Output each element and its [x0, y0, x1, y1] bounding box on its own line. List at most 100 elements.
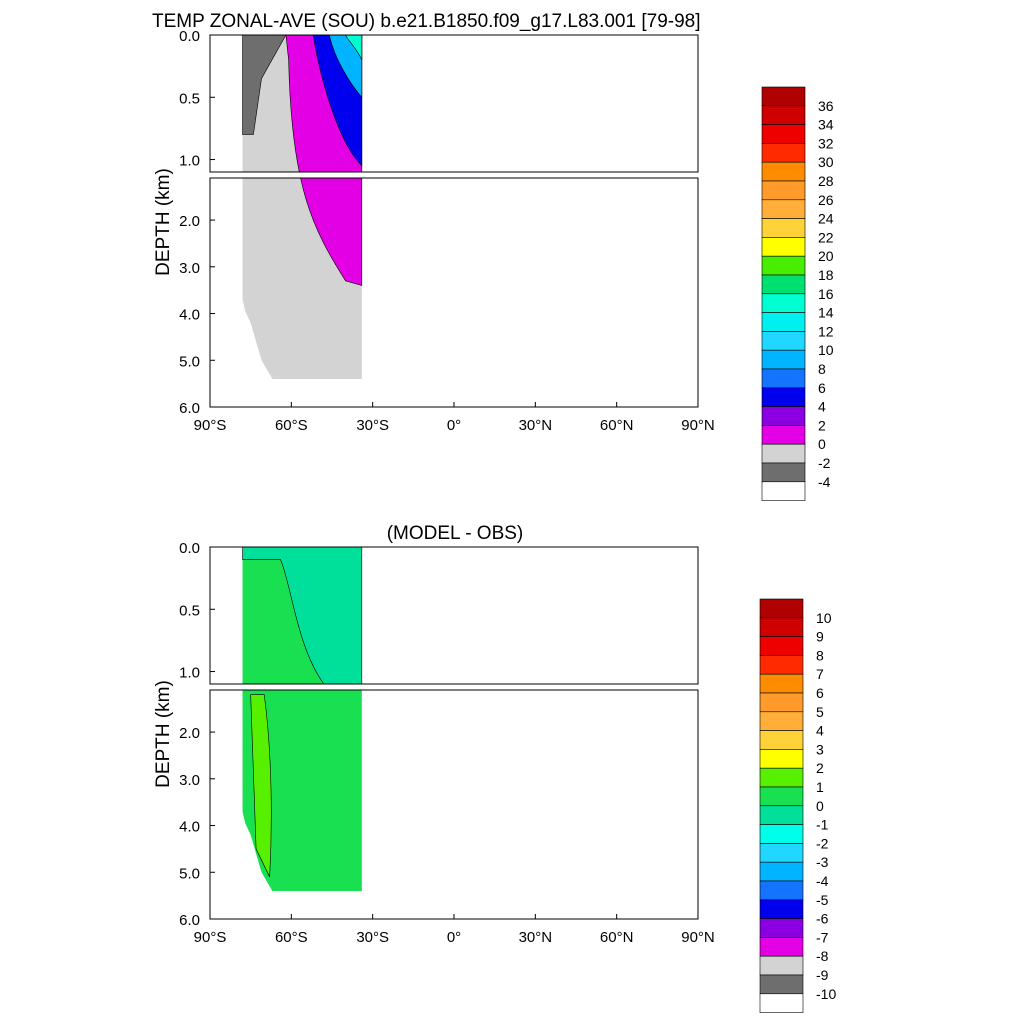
colorbar-swatch — [759, 767, 804, 788]
colorbar-label: -3 — [816, 854, 829, 870]
colorbar-label: -6 — [816, 911, 829, 927]
field-section-lower — [242, 690, 362, 891]
colorbar-label: -10 — [816, 986, 836, 1002]
x-tick-label: 90°N — [681, 929, 715, 946]
colorbar-swatch — [759, 617, 804, 637]
colorbar-label: 0 — [818, 436, 826, 452]
x-tick-label: 0° — [447, 417, 461, 434]
field-region-near_antarctica_surface — [242, 35, 287, 135]
colorbar-swatch — [761, 218, 806, 238]
field-region-mid_latitude_intermediate — [300, 178, 363, 286]
y-tick-label: 1.0 — [179, 153, 200, 170]
colorbar-swatch — [759, 861, 804, 882]
colorbar-swatch — [759, 673, 804, 694]
chart-title: (MODEL - OBS) — [387, 523, 524, 544]
colorbar-swatch — [761, 312, 806, 332]
colorbar-swatch — [761, 255, 806, 276]
colorbar-swatch — [761, 237, 806, 257]
colorbar-swatch — [759, 692, 804, 713]
colorbar-swatch — [759, 655, 804, 675]
colorbar-label: 8 — [816, 647, 824, 663]
colorbar-swatch — [761, 462, 806, 483]
colorbar-label: 16 — [818, 286, 834, 302]
colorbar-swatch — [759, 805, 804, 825]
colorbar-label: 14 — [818, 305, 834, 321]
x-tick-label: 60°S — [275, 417, 308, 434]
colorbar-swatch — [759, 974, 804, 995]
colorbar-label: -7 — [816, 929, 829, 945]
x-tick-label: 90°S — [194, 929, 227, 946]
colorbar-swatch — [759, 636, 804, 656]
plot-frame-upper — [209, 34, 699, 173]
colorbar-label: 9 — [816, 629, 824, 645]
y-tick-label: 3.0 — [179, 260, 200, 277]
y-tick-label: 1.0 — [179, 665, 200, 682]
colorbar-label: 1 — [816, 779, 824, 795]
colorbar-swatch — [761, 105, 806, 125]
colorbar-label: 6 — [816, 685, 824, 701]
colorbar-swatch — [761, 86, 806, 107]
x-tick-label: 60°N — [600, 417, 634, 434]
y-axis-label: DEPTH (km) — [153, 680, 174, 788]
colorbar-label: 6 — [818, 380, 826, 396]
colorbar-swatch — [759, 937, 804, 957]
colorbar-swatch — [761, 199, 806, 219]
colorbar-swatch — [759, 955, 804, 976]
colorbar-label: 28 — [818, 173, 834, 189]
colorbar-swatch — [761, 331, 806, 351]
colorbar-swatch — [759, 711, 804, 731]
colorbar-label: 12 — [818, 323, 834, 339]
colorbar-swatch — [761, 406, 806, 426]
colorbar-label: 18 — [818, 267, 834, 283]
x-tick-label: 30°N — [519, 929, 553, 946]
x-tick-label: 90°S — [194, 417, 227, 434]
colorbar-swatch — [761, 368, 806, 389]
colorbar-swatch — [759, 899, 804, 919]
colorbar-label: 4 — [816, 723, 824, 739]
colorbar-swatch — [759, 824, 804, 844]
colorbar-label: 20 — [818, 248, 834, 264]
colorbar-swatch — [761, 443, 806, 464]
colorbar-swatch — [761, 161, 806, 182]
colorbar-label: 36 — [818, 98, 834, 114]
colorbar-label: 10 — [818, 342, 834, 358]
colorbar-swatch — [761, 124, 806, 144]
y-axis-label: DEPTH (km) — [153, 168, 174, 276]
colorbar-swatch — [759, 843, 804, 863]
colorbar-swatch — [759, 598, 804, 619]
field-section-lower — [242, 178, 363, 379]
colorbar-label: 4 — [818, 399, 826, 415]
y-tick-label: 3.0 — [179, 772, 200, 789]
colorbar-swatch — [761, 387, 806, 407]
colorbar-label: 22 — [818, 229, 834, 245]
x-tick-label: 30°S — [356, 929, 389, 946]
y-tick-label: 6.0 — [179, 912, 200, 929]
x-tick-label: 30°S — [356, 417, 389, 434]
field-region-upper_ocean_north_edge — [345, 35, 363, 61]
x-tick-label: 60°N — [600, 929, 634, 946]
y-tick-label: 2.0 — [179, 725, 200, 742]
colorbar-label: 32 — [818, 135, 834, 151]
y-tick-label: 0.0 — [179, 28, 200, 45]
colorbar-label: 5 — [816, 704, 824, 720]
panel-model-minus-obs: (MODEL - OBS)0.00.51.02.03.04.05.06.090°… — [153, 523, 836, 1013]
x-tick-label: 30°N — [519, 417, 553, 434]
colorbar-swatch — [759, 918, 804, 938]
colorbar-swatch — [759, 730, 804, 750]
colorbar-label: 7 — [816, 666, 824, 682]
x-tick-label: 0° — [447, 929, 461, 946]
colorbar-swatch — [761, 425, 806, 445]
colorbar-label: -4 — [816, 873, 829, 889]
y-tick-label: 0.5 — [179, 90, 200, 107]
panel-temperature: TEMP ZONAL-AVE (SOU) b.e21.B1850.f09_g17… — [152, 11, 834, 501]
colorbar-swatch — [761, 143, 806, 163]
colorbar-label: 3 — [816, 741, 824, 757]
field-section-upper — [242, 35, 363, 172]
y-tick-label: 4.0 — [179, 819, 200, 836]
colorbar-label: 0 — [816, 798, 824, 814]
colorbar-label: -9 — [816, 967, 829, 983]
y-tick-label: 4.0 — [179, 307, 200, 324]
colorbar-label: 2 — [816, 760, 824, 776]
y-tick-label: 6.0 — [179, 400, 200, 417]
plot-frame-upper — [209, 546, 699, 685]
